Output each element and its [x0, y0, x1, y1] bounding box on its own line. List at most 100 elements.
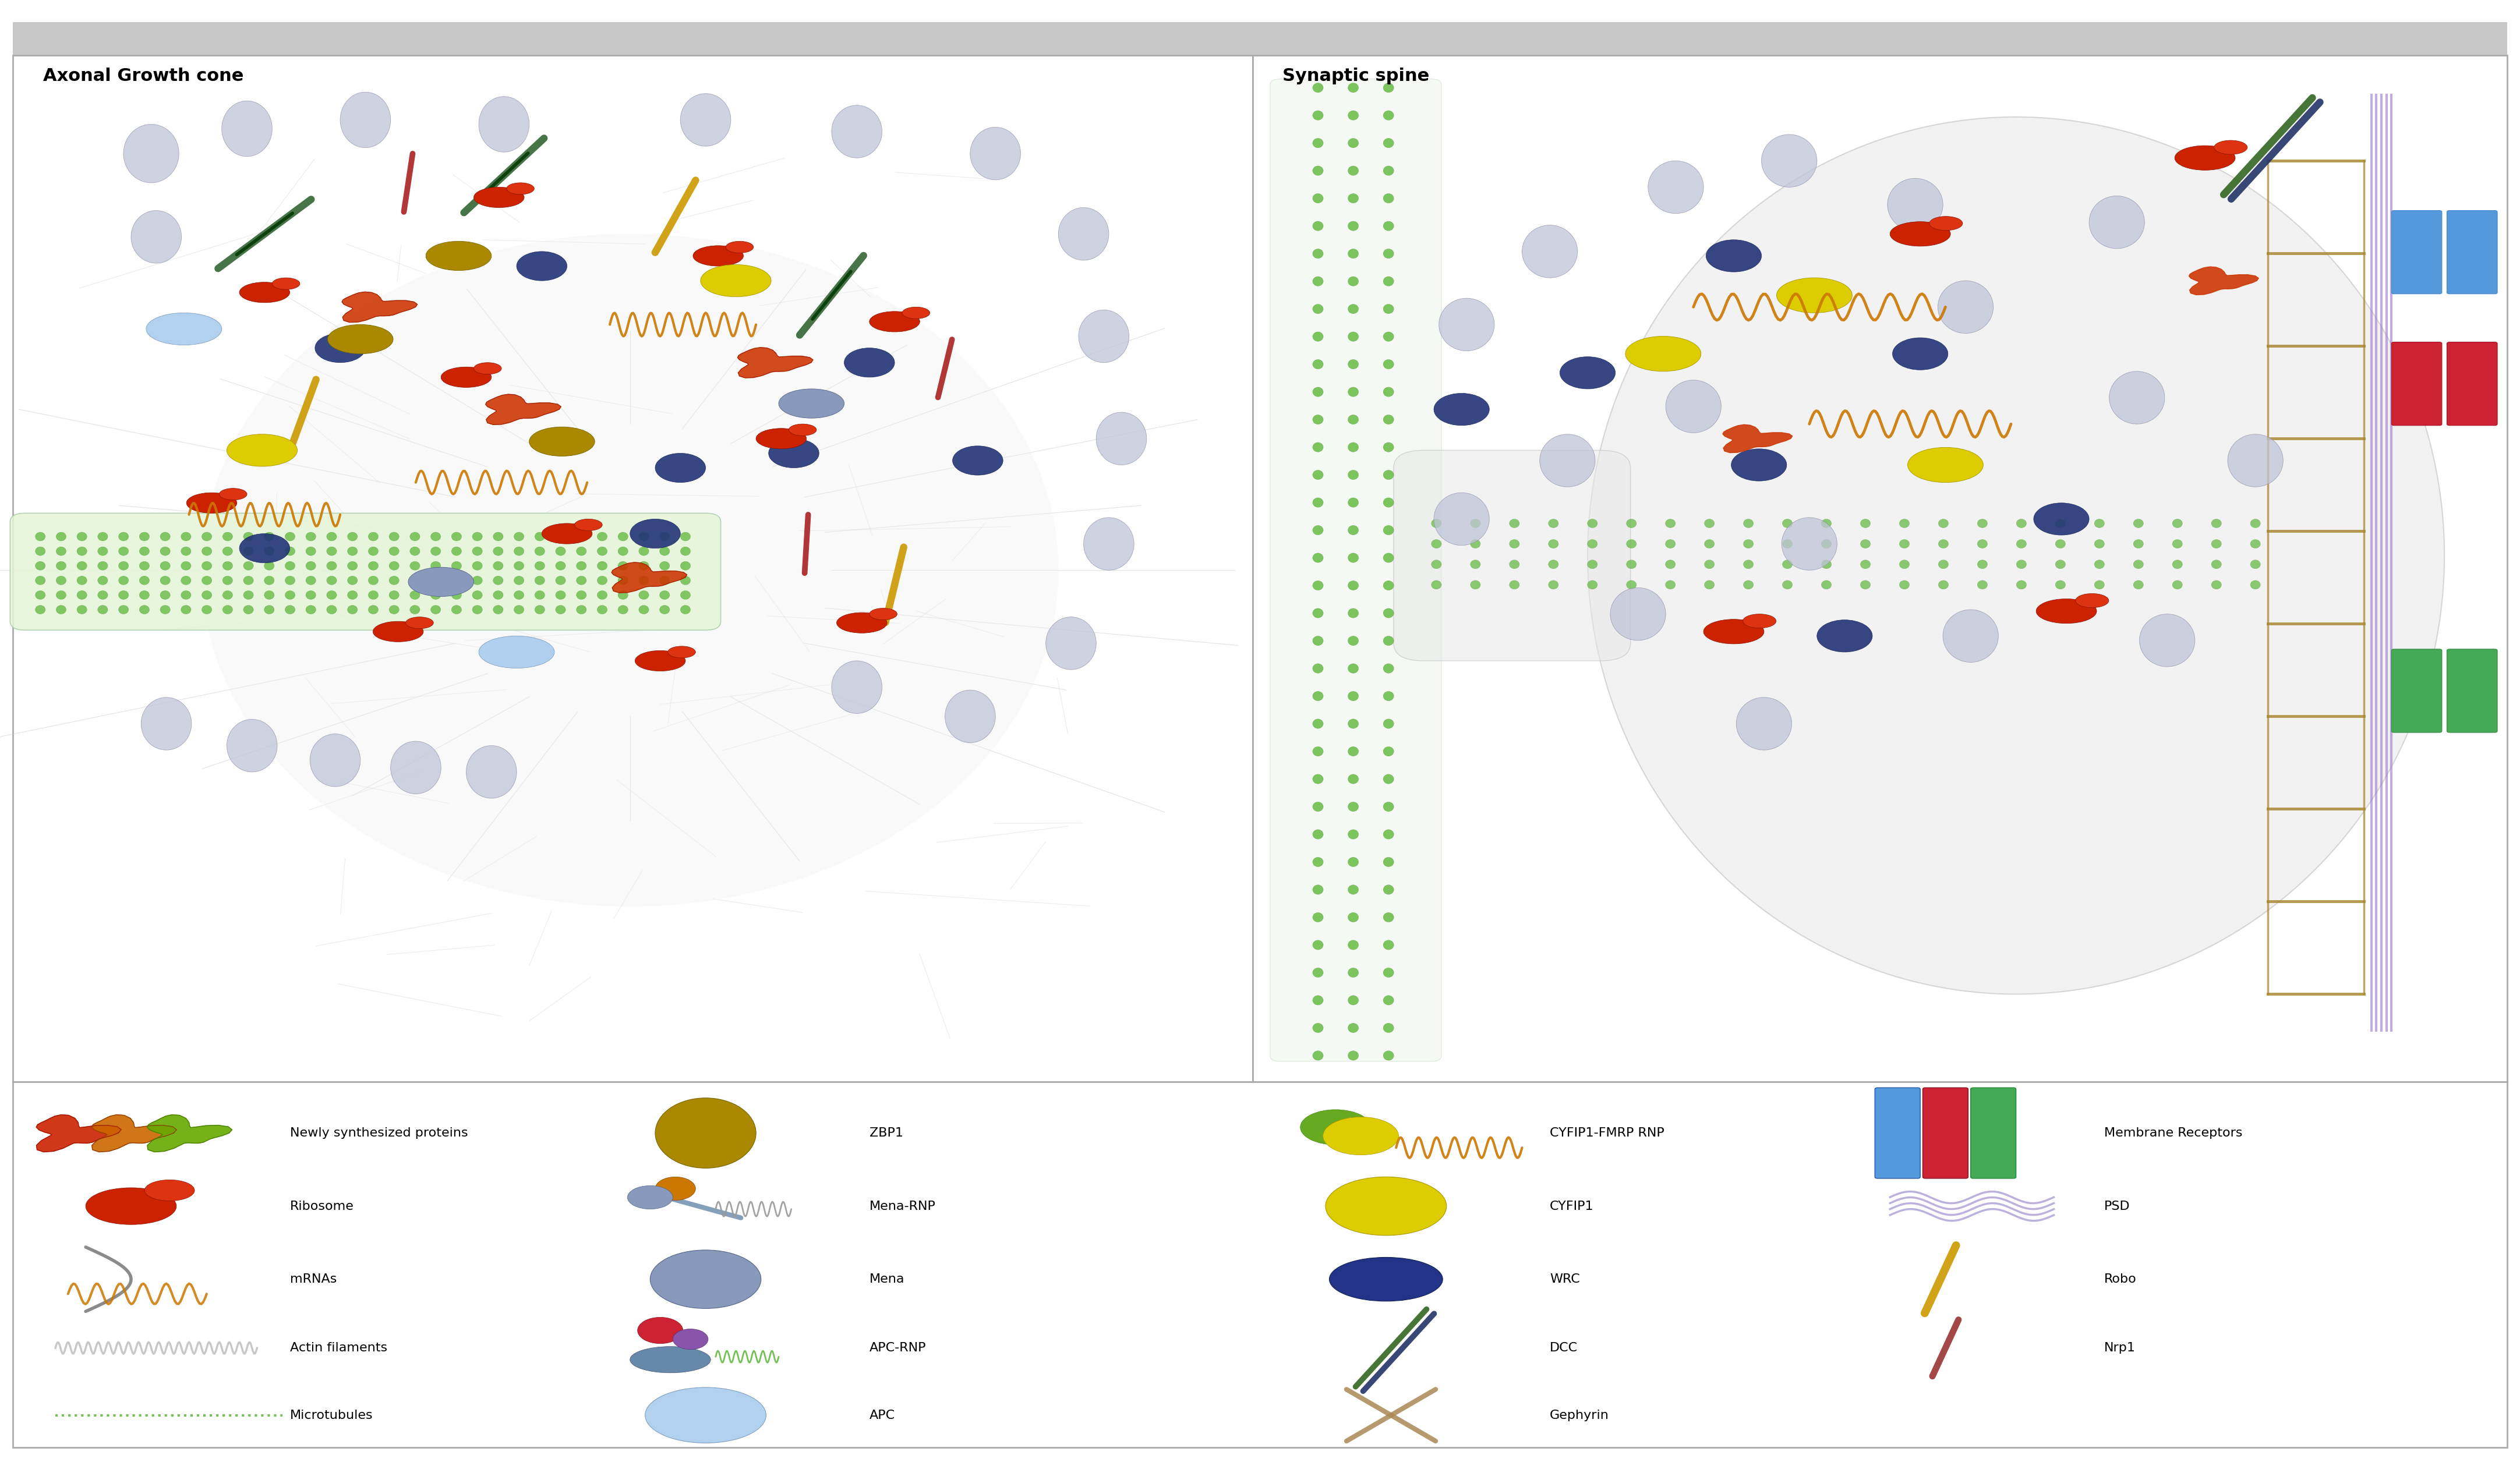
Ellipse shape — [1860, 580, 1870, 589]
Ellipse shape — [554, 547, 564, 556]
Ellipse shape — [1744, 580, 1754, 589]
Ellipse shape — [1900, 580, 1910, 589]
Polygon shape — [35, 1114, 121, 1152]
Ellipse shape — [222, 547, 232, 556]
Ellipse shape — [1777, 278, 1852, 313]
Ellipse shape — [1348, 968, 1358, 978]
Ellipse shape — [1383, 193, 1394, 203]
Ellipse shape — [285, 576, 295, 585]
Ellipse shape — [2094, 560, 2104, 569]
Ellipse shape — [645, 1387, 766, 1443]
Ellipse shape — [769, 439, 819, 468]
Ellipse shape — [244, 591, 255, 599]
Ellipse shape — [1313, 249, 1323, 259]
Ellipse shape — [1348, 803, 1358, 811]
Ellipse shape — [1313, 968, 1323, 978]
Ellipse shape — [474, 187, 524, 208]
Ellipse shape — [35, 576, 45, 585]
Ellipse shape — [2036, 599, 2097, 623]
Ellipse shape — [161, 561, 171, 570]
Ellipse shape — [945, 690, 995, 743]
Ellipse shape — [265, 605, 275, 614]
Ellipse shape — [388, 532, 398, 541]
Ellipse shape — [1704, 519, 1714, 528]
Ellipse shape — [534, 605, 544, 614]
Ellipse shape — [2175, 146, 2235, 170]
Ellipse shape — [285, 591, 295, 599]
Ellipse shape — [348, 532, 358, 541]
Ellipse shape — [1313, 664, 1323, 673]
Ellipse shape — [305, 576, 315, 585]
Ellipse shape — [118, 561, 129, 570]
Ellipse shape — [406, 617, 433, 629]
Ellipse shape — [1648, 161, 1704, 213]
Ellipse shape — [305, 547, 315, 556]
Ellipse shape — [348, 561, 358, 570]
Ellipse shape — [1744, 560, 1754, 569]
Ellipse shape — [554, 591, 564, 599]
Ellipse shape — [35, 532, 45, 541]
Ellipse shape — [1313, 276, 1323, 287]
Ellipse shape — [554, 532, 564, 541]
Ellipse shape — [161, 605, 171, 614]
Ellipse shape — [118, 605, 129, 614]
Ellipse shape — [514, 547, 524, 556]
Ellipse shape — [181, 576, 192, 585]
Ellipse shape — [1313, 857, 1323, 867]
Ellipse shape — [222, 605, 232, 614]
Text: Actin filaments: Actin filaments — [290, 1342, 388, 1354]
Ellipse shape — [1938, 281, 1993, 333]
Ellipse shape — [265, 532, 275, 541]
Ellipse shape — [431, 576, 441, 585]
Ellipse shape — [265, 547, 275, 556]
Ellipse shape — [577, 561, 587, 570]
Ellipse shape — [2056, 580, 2066, 589]
Bar — [1252, 56, 2507, 1082]
Ellipse shape — [118, 532, 129, 541]
Ellipse shape — [832, 105, 882, 158]
Ellipse shape — [1704, 620, 1764, 643]
Ellipse shape — [471, 576, 481, 585]
Ellipse shape — [55, 576, 66, 585]
Text: Gephyrin: Gephyrin — [1550, 1409, 1610, 1421]
Ellipse shape — [144, 1180, 194, 1200]
Ellipse shape — [222, 576, 232, 585]
Ellipse shape — [577, 591, 587, 599]
Ellipse shape — [1978, 539, 1988, 548]
Ellipse shape — [98, 547, 108, 556]
Text: DCC: DCC — [1550, 1342, 1578, 1354]
Ellipse shape — [139, 561, 149, 570]
Ellipse shape — [451, 576, 461, 585]
Ellipse shape — [1313, 165, 1323, 175]
Ellipse shape — [1383, 996, 1394, 1004]
Bar — [13, 22, 2507, 56]
Ellipse shape — [575, 519, 602, 531]
Ellipse shape — [1348, 165, 1358, 175]
Ellipse shape — [1348, 608, 1358, 618]
Ellipse shape — [1383, 719, 1394, 728]
Ellipse shape — [514, 576, 524, 585]
Ellipse shape — [638, 576, 648, 585]
Ellipse shape — [902, 307, 930, 319]
Ellipse shape — [1782, 519, 1792, 528]
Ellipse shape — [244, 576, 255, 585]
Ellipse shape — [1547, 539, 1557, 548]
Ellipse shape — [78, 532, 88, 541]
Ellipse shape — [202, 561, 212, 570]
Ellipse shape — [222, 561, 232, 570]
Ellipse shape — [181, 591, 192, 599]
Ellipse shape — [953, 446, 1003, 475]
Ellipse shape — [1383, 968, 1394, 978]
Ellipse shape — [617, 576, 627, 585]
Text: APC: APC — [869, 1409, 895, 1421]
Ellipse shape — [181, 547, 192, 556]
Ellipse shape — [202, 532, 212, 541]
Ellipse shape — [305, 532, 315, 541]
Ellipse shape — [1313, 912, 1323, 923]
Ellipse shape — [756, 428, 806, 449]
Ellipse shape — [451, 547, 461, 556]
Ellipse shape — [368, 576, 378, 585]
Ellipse shape — [1313, 1051, 1323, 1060]
Ellipse shape — [1625, 539, 1635, 548]
Ellipse shape — [471, 605, 481, 614]
